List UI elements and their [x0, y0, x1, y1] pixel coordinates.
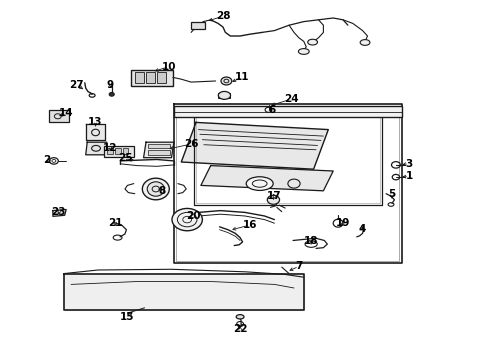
Polygon shape [64, 274, 304, 310]
Bar [104, 146, 134, 157]
Text: 22: 22 [233, 324, 247, 334]
Text: 28: 28 [216, 11, 230, 21]
Ellipse shape [219, 91, 231, 99]
Ellipse shape [268, 195, 280, 204]
Bar [157, 72, 166, 83]
Text: 24: 24 [284, 94, 299, 104]
Text: 10: 10 [162, 62, 176, 72]
Ellipse shape [147, 182, 164, 196]
Text: 26: 26 [184, 139, 198, 149]
Ellipse shape [109, 93, 114, 96]
Bar [191, 22, 205, 29]
Bar [218, 93, 230, 98]
Bar [146, 72, 155, 83]
Text: 1: 1 [406, 171, 413, 181]
Bar [107, 148, 113, 154]
Bar [122, 148, 128, 154]
Bar [131, 70, 173, 86]
Bar [135, 72, 144, 83]
Text: 21: 21 [108, 218, 122, 228]
Text: 12: 12 [103, 143, 118, 153]
Bar [148, 144, 170, 148]
Ellipse shape [236, 315, 244, 319]
Text: 7: 7 [295, 261, 303, 271]
Text: 18: 18 [304, 236, 318, 246]
Bar [148, 150, 170, 155]
Polygon shape [86, 124, 105, 140]
Bar [115, 148, 121, 154]
Text: 5: 5 [389, 189, 395, 199]
Bar [49, 110, 69, 122]
Text: 16: 16 [243, 220, 257, 230]
Text: 13: 13 [88, 117, 103, 127]
Text: 3: 3 [406, 159, 413, 169]
Ellipse shape [172, 208, 202, 231]
Polygon shape [144, 142, 174, 158]
Text: 6: 6 [269, 105, 275, 115]
Ellipse shape [308, 39, 318, 45]
Text: 11: 11 [235, 72, 250, 82]
Text: 27: 27 [69, 80, 83, 90]
Text: 9: 9 [107, 80, 114, 90]
Ellipse shape [246, 177, 273, 190]
Bar [174, 106, 402, 117]
Ellipse shape [221, 77, 232, 85]
Ellipse shape [360, 40, 370, 45]
Text: 8: 8 [158, 186, 165, 196]
Text: 19: 19 [336, 218, 350, 228]
Text: 23: 23 [51, 207, 66, 217]
Ellipse shape [143, 178, 170, 200]
Text: 2: 2 [43, 155, 50, 165]
Text: 20: 20 [186, 211, 201, 221]
Text: 17: 17 [267, 191, 282, 201]
Text: 4: 4 [359, 224, 367, 234]
Text: 14: 14 [59, 108, 74, 118]
Polygon shape [201, 166, 333, 191]
Polygon shape [53, 210, 66, 216]
Polygon shape [181, 122, 328, 169]
Text: 25: 25 [118, 153, 132, 163]
Polygon shape [86, 142, 107, 155]
Ellipse shape [298, 49, 309, 54]
Text: 15: 15 [120, 312, 135, 322]
